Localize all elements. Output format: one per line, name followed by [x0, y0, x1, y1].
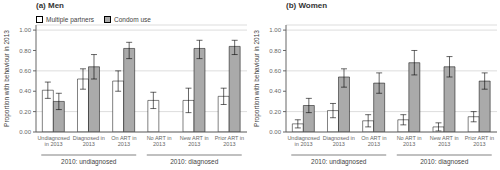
svg-text:0.80: 0.80: [269, 48, 281, 54]
svg-text:1.00: 1.00: [269, 27, 281, 33]
svg-text:Prior ART in2013: Prior ART in2013: [465, 135, 492, 147]
svg-text:No ART in2013: No ART in2013: [147, 135, 172, 147]
svg-text:0.00: 0.00: [19, 129, 31, 135]
svg-text:Diagnosed in2013: Diagnosed in2013: [73, 135, 105, 147]
svg-text:New ART in2013: New ART in2013: [430, 135, 459, 147]
html-text:(a) Men: (a) Men: [36, 1, 64, 10]
svg-text:0.20: 0.20: [19, 109, 31, 115]
svg-text:On ART in2013: On ART in2013: [111, 135, 136, 147]
svg-text:0.60: 0.60: [19, 68, 31, 74]
svg-text:New ART in2013: New ART in2013: [180, 135, 209, 147]
svg-text:Undiagnosedin 2013: Undiagnosedin 2013: [287, 135, 319, 147]
svg-text:1.00: 1.00: [19, 27, 31, 33]
svg-text:2010: undiagnosed: 2010: undiagnosed: [61, 158, 117, 166]
html-text:Condom use: Condom use: [114, 15, 151, 23]
svg-text:0.80: 0.80: [19, 48, 31, 54]
html-text:Multiple partners: Multiple partners: [46, 15, 95, 23]
svg-text:0.00: 0.00: [269, 129, 281, 135]
svg-text:Proportion with behaviour in 2: Proportion with behaviour in 2013: [8, 30, 11, 127]
svg-text:2010: diagnosed: 2010: diagnosed: [170, 158, 218, 166]
svg-text:0.40: 0.40: [19, 88, 31, 94]
svg-text:2010: undiagnosed: 2010: undiagnosed: [311, 158, 367, 166]
svg-text:0.20: 0.20: [269, 109, 281, 115]
svg-text:Proportion with behaviour in 2: Proportion with behaviour in 2013: [253, 30, 261, 127]
svg-text:No ART in2013: No ART in2013: [397, 135, 422, 147]
svg-text:On ART in2013: On ART in2013: [361, 135, 386, 147]
svg-text:Prior ART in2013: Prior ART in2013: [215, 135, 244, 147]
svg-text:2010: diagnosed: 2010: diagnosed: [420, 158, 468, 166]
html-text:(b) Women: (b) Women: [286, 1, 328, 10]
svg-text:0.40: 0.40: [269, 88, 281, 94]
svg-text:0.60: 0.60: [269, 68, 281, 74]
svg-text:Diagnosed in2013: Diagnosed in2013: [323, 135, 355, 147]
svg-text:Undiagnosedin 2013: Undiagnosedin 2013: [37, 135, 69, 147]
